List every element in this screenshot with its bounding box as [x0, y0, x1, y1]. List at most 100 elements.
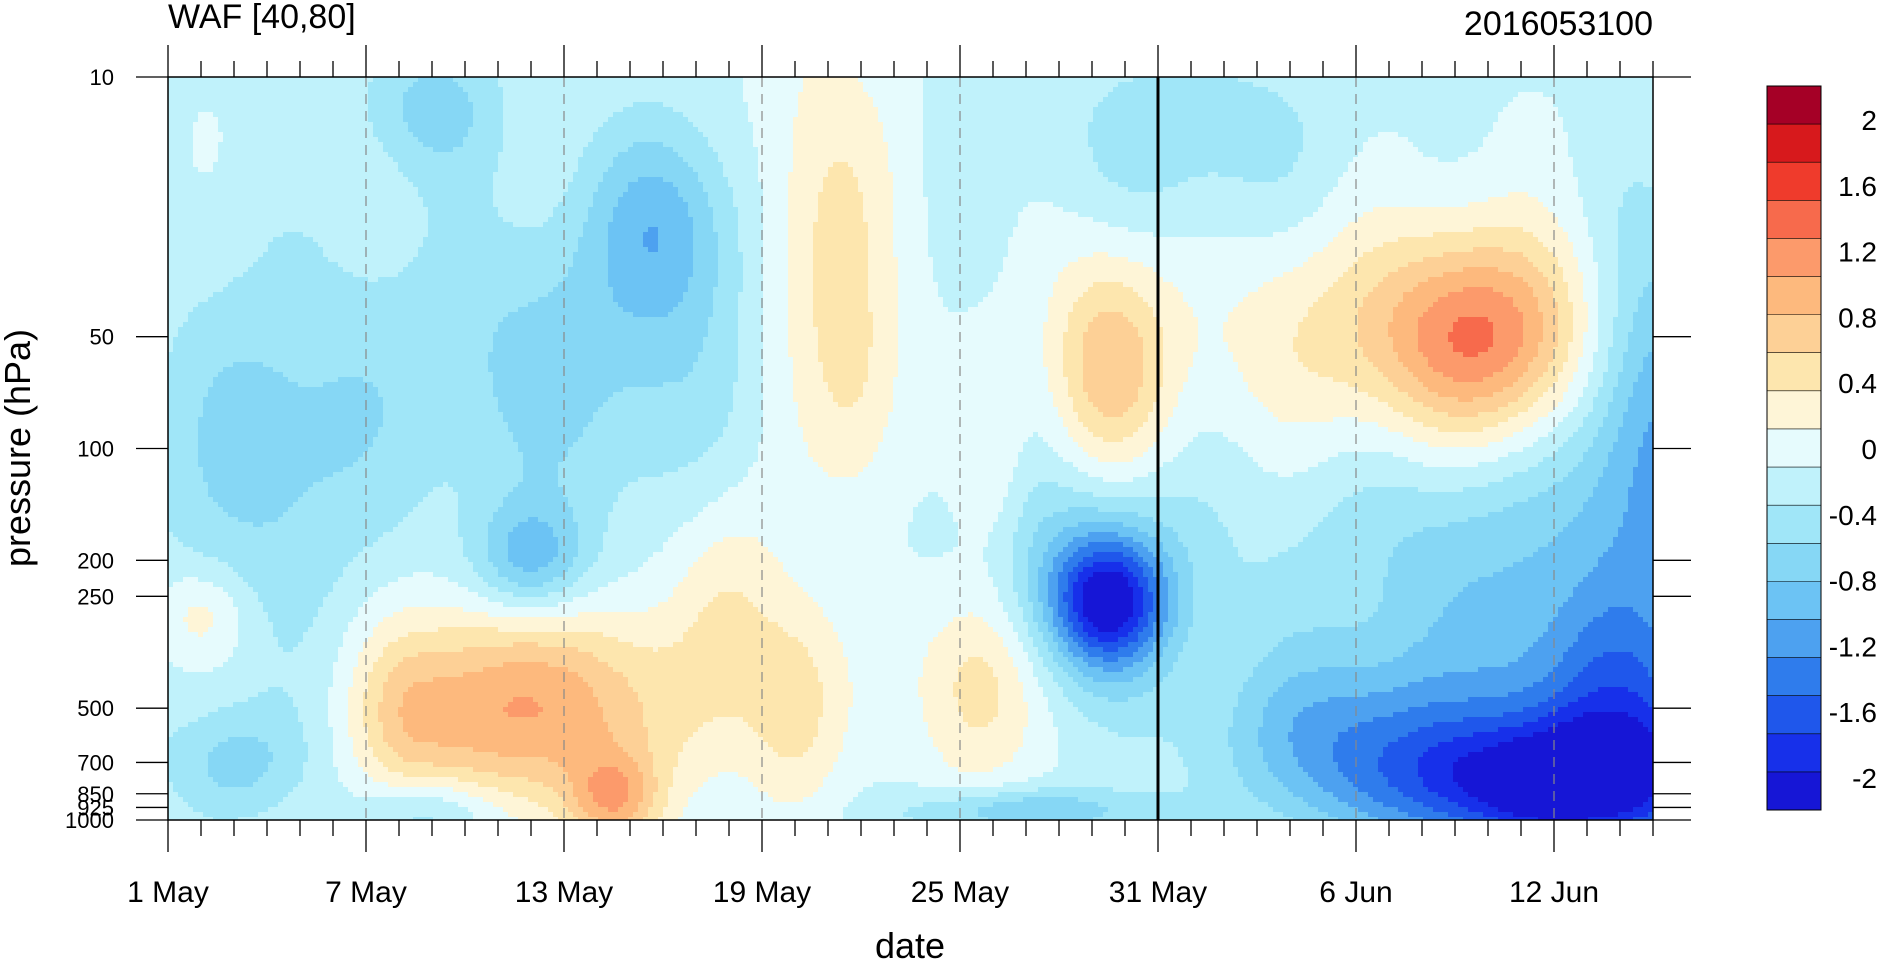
field-cell	[943, 87, 949, 93]
field-cell	[1558, 82, 1564, 88]
field-cell	[208, 77, 214, 83]
field-cell	[668, 87, 674, 93]
field-cell	[463, 87, 469, 93]
field-cell	[613, 77, 619, 83]
field-cell	[1393, 77, 1399, 83]
field-cell	[1038, 87, 1044, 93]
field-cell	[1603, 77, 1609, 83]
field-cell	[1078, 77, 1084, 83]
field-cell	[758, 77, 764, 83]
field-cell	[798, 87, 804, 93]
field-cell	[538, 87, 544, 93]
field-cell	[1228, 87, 1234, 93]
field-cell	[1033, 87, 1039, 93]
field-cell	[1318, 77, 1324, 83]
field-cell	[1573, 77, 1579, 83]
field-cell	[823, 77, 829, 83]
field-cell	[1113, 82, 1119, 88]
field-cell	[1113, 87, 1119, 93]
field-cell	[653, 82, 659, 88]
field-cell	[523, 82, 529, 88]
field-cell	[223, 77, 229, 83]
field-cell	[603, 82, 609, 88]
field-cell	[1168, 87, 1174, 93]
field-cell	[903, 87, 909, 93]
field-cell	[428, 82, 434, 88]
field-cell	[343, 82, 349, 88]
field-cell	[1088, 82, 1094, 88]
field-cell	[828, 82, 834, 88]
field-cell	[1403, 77, 1409, 83]
field-cell	[218, 87, 224, 93]
field-cell	[1453, 82, 1459, 88]
field-cell	[1543, 82, 1549, 88]
field-cell	[313, 82, 319, 88]
field-cell	[1328, 77, 1334, 83]
field-cell	[1413, 82, 1419, 88]
field-cell	[843, 87, 849, 93]
field-cell	[948, 77, 954, 83]
field-cell	[503, 77, 509, 83]
field-cell	[1393, 82, 1399, 88]
field-cell	[853, 77, 859, 83]
field-cell	[443, 87, 449, 93]
field-cell	[568, 82, 574, 88]
field-cell	[443, 77, 449, 83]
field-cell	[593, 87, 599, 93]
field-cell	[1008, 77, 1014, 83]
field-cell	[448, 82, 454, 88]
field-cell	[658, 87, 664, 93]
field-cell	[703, 77, 709, 83]
field-cell	[483, 82, 489, 88]
field-cell	[1163, 82, 1169, 88]
field-cell	[358, 82, 364, 88]
field-cell	[638, 77, 644, 83]
field-cell	[588, 82, 594, 88]
field-cell	[293, 77, 299, 83]
field-cell	[723, 77, 729, 83]
field-cell	[1488, 82, 1494, 88]
field-cell	[1118, 77, 1124, 83]
field-cell	[1473, 87, 1479, 93]
field-cell	[768, 77, 774, 83]
field-cell	[203, 82, 209, 88]
field-cell	[508, 87, 514, 93]
field-cell	[778, 77, 784, 83]
field-cell	[1583, 82, 1589, 88]
field-cell	[1188, 87, 1194, 93]
field-cell	[1003, 77, 1009, 83]
field-cell	[448, 87, 454, 93]
field-cell	[1123, 87, 1129, 93]
field-cell	[1493, 87, 1499, 93]
field-cell	[748, 87, 754, 93]
field-cell	[1208, 77, 1214, 83]
field-cell	[1578, 82, 1584, 88]
field-cell	[738, 87, 744, 93]
field-cell	[698, 82, 704, 88]
field-cell	[168, 82, 174, 88]
field-cell	[603, 87, 609, 93]
field-cell	[1368, 82, 1374, 88]
field-cell	[1323, 77, 1329, 83]
field-cell	[813, 77, 819, 83]
field-cell	[1373, 82, 1379, 88]
field-cell	[1543, 77, 1549, 83]
field-cell	[1198, 82, 1204, 88]
field-cell	[1398, 87, 1404, 93]
field-cell	[1508, 87, 1514, 93]
field-cell	[1398, 82, 1404, 88]
field-cell	[308, 77, 314, 83]
field-cell	[1128, 77, 1134, 83]
field-cell	[1458, 77, 1464, 83]
field-cell	[243, 87, 249, 93]
contour-field	[168, 77, 1654, 823]
field-cell	[1033, 77, 1039, 83]
field-cell	[1318, 82, 1324, 88]
field-cell	[593, 77, 599, 83]
field-cell	[523, 87, 529, 93]
field-cell	[1213, 77, 1219, 83]
field-cell	[578, 77, 584, 83]
field-cell	[858, 87, 864, 93]
field-cell	[1298, 77, 1304, 83]
field-cell	[1008, 87, 1014, 93]
